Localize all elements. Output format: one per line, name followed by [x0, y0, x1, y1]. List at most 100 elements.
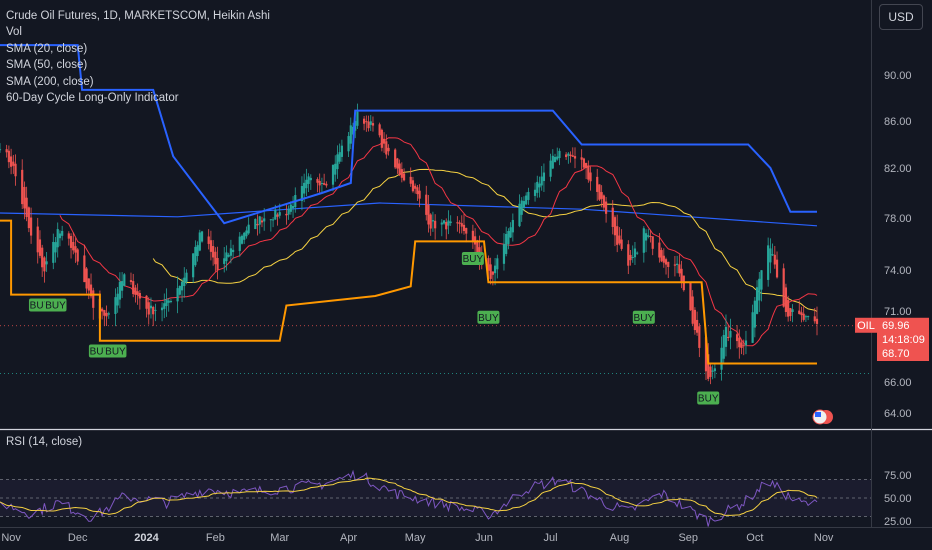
candle-body	[83, 255, 86, 283]
candle-body	[289, 204, 292, 212]
candle-body	[782, 268, 785, 307]
candle-body	[724, 326, 728, 347]
buy-signal-label: BUY	[634, 313, 655, 324]
marker-price-value: 68.70	[882, 348, 910, 360]
candle-body	[556, 156, 559, 160]
candle-body	[396, 158, 399, 169]
legend-sma50[interactable]: SMA (50, close)	[6, 59, 88, 72]
candle-body	[334, 163, 337, 175]
rsi-tick-label: 50.00	[884, 493, 912, 505]
candle-body	[325, 183, 328, 186]
cycle-lower-band	[0, 219, 817, 365]
candle-body	[271, 219, 275, 221]
candle-body	[212, 246, 215, 258]
candle-body	[771, 254, 774, 256]
time-tick-label: May	[405, 532, 426, 544]
candle-body	[598, 184, 601, 200]
candle-body	[41, 247, 44, 268]
price-tick-label: 66.00	[884, 377, 912, 389]
candle-body	[611, 207, 614, 227]
candle-body	[618, 235, 621, 244]
candle-body	[116, 293, 119, 306]
symbol-tag	[855, 317, 877, 333]
price-tick-label: 71.00	[884, 306, 912, 318]
candle-body	[571, 155, 574, 157]
candle-body	[769, 248, 772, 263]
candle-body	[585, 163, 588, 168]
candle-body	[409, 176, 412, 184]
candle-body	[649, 236, 652, 238]
candle-body	[602, 195, 605, 208]
candle-body	[238, 236, 241, 251]
last-price-value: 69.96	[882, 320, 910, 332]
candles	[0, 103, 819, 385]
candle-body	[183, 277, 186, 287]
candle-body	[569, 154, 572, 157]
legend-sma20[interactable]: SMA (20, close)	[6, 42, 88, 55]
legend-sma200[interactable]: SMA (200, close)	[6, 75, 94, 88]
candle-body	[416, 187, 419, 195]
candle-body	[274, 209, 277, 220]
candle-body	[627, 244, 630, 266]
candle-body	[365, 121, 368, 123]
candle-body	[462, 224, 466, 232]
candle-body	[789, 308, 792, 317]
sma50-line	[152, 168, 818, 312]
candle-body	[698, 326, 701, 348]
candle-body	[414, 185, 417, 189]
candle-body	[371, 123, 375, 126]
candle-body	[496, 258, 499, 270]
candle-body	[58, 233, 62, 239]
candle-body	[567, 153, 570, 156]
candle-body	[678, 264, 681, 274]
candle-body	[132, 281, 135, 295]
candle-body	[425, 194, 428, 215]
candle-body	[775, 259, 779, 278]
candle-body	[449, 221, 452, 224]
candle-body	[434, 220, 437, 229]
candle-body	[0, 149, 2, 151]
candle-body	[533, 189, 537, 196]
buy-signal-label: BUY	[478, 313, 499, 324]
candle-body	[89, 284, 93, 297]
candle-body	[300, 186, 304, 202]
us-flag-icon	[815, 412, 821, 417]
candle-body	[331, 164, 335, 185]
rsi-legend[interactable]: RSI (14, close)	[6, 436, 83, 448]
candle-body	[722, 335, 725, 359]
time-tick-label: Jul	[544, 532, 558, 544]
candle-body	[460, 223, 463, 227]
legend-cycle-indicator[interactable]: 60-Day Cycle Long-Only Indicator	[6, 92, 179, 105]
candle-body	[589, 172, 592, 182]
candle-body	[287, 209, 290, 215]
candle-body	[247, 224, 250, 234]
legend-vol[interactable]: Vol	[6, 26, 22, 39]
candle-body	[123, 274, 126, 286]
buy-signal-label: BUY	[30, 301, 51, 312]
candle-body	[787, 299, 790, 317]
candle-body	[753, 300, 756, 328]
currency-button[interactable]: USD	[879, 4, 923, 30]
candle-body	[245, 230, 248, 237]
candle-body	[573, 156, 577, 159]
candle-body	[807, 316, 810, 318]
candle-body	[214, 251, 217, 265]
candle-body	[691, 296, 694, 324]
candle-body	[471, 230, 474, 242]
candle-body	[387, 147, 390, 152]
time-tick-label: Oct	[746, 532, 763, 544]
candle-body	[223, 258, 226, 264]
candle-body	[398, 163, 401, 176]
candle-body	[243, 232, 246, 240]
candle-body	[600, 192, 603, 199]
candle-body	[458, 222, 461, 224]
candle-body	[662, 255, 665, 263]
candle-body	[101, 308, 104, 312]
candle-body	[493, 265, 497, 274]
candle-body	[487, 258, 490, 271]
candle-body	[442, 220, 446, 224]
candle-body	[400, 169, 403, 178]
candle-body	[689, 282, 692, 311]
price-tick-label: 82.00	[884, 163, 912, 175]
